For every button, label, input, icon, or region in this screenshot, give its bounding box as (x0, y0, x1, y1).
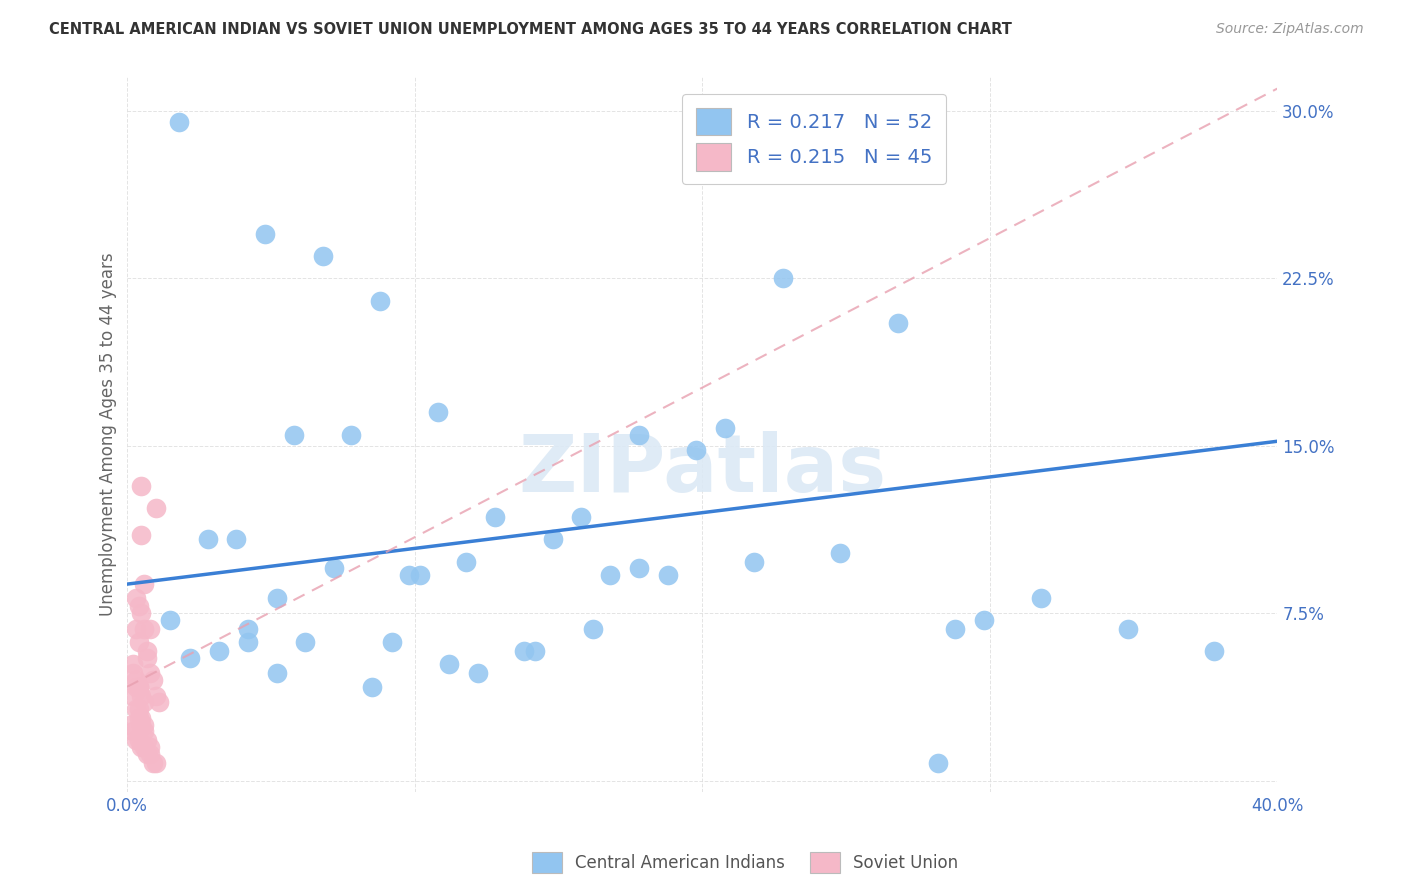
Point (236, 622, 259, 636)
Point (128, 702, 150, 716)
Point (125, 702, 148, 716)
Point (627, 561, 650, 575)
Point (131, 689, 153, 703)
Point (266, 666, 288, 681)
Point (148, 695, 170, 709)
Point (131, 717, 153, 731)
Point (830, 546, 852, 560)
Point (131, 606, 153, 620)
Point (134, 724, 156, 739)
Point (437, 657, 460, 672)
Point (208, 644, 231, 658)
Point (657, 568, 679, 582)
Point (685, 443, 707, 458)
Point (742, 555, 765, 569)
Point (398, 568, 420, 582)
Point (541, 533, 564, 547)
Point (125, 680, 148, 694)
Point (886, 316, 908, 330)
Point (484, 510, 506, 524)
Point (943, 622, 966, 636)
Point (131, 711, 153, 725)
Legend: R = 0.217   N = 52, R = 0.215   N = 45: R = 0.217 N = 52, R = 0.215 N = 45 (682, 95, 945, 185)
Text: CENTRAL AMERICAN INDIAN VS SOVIET UNION UNEMPLOYMENT AMONG AGES 35 TO 44 YEARS C: CENTRAL AMERICAN INDIAN VS SOVIET UNION … (49, 22, 1012, 37)
Point (323, 561, 346, 575)
Point (179, 650, 201, 665)
Point (128, 680, 150, 694)
Point (582, 622, 605, 636)
Point (524, 644, 547, 658)
Point (145, 501, 167, 516)
Point (294, 635, 316, 649)
Point (360, 680, 382, 694)
Point (121, 657, 143, 672)
Point (627, 427, 650, 442)
Point (467, 666, 489, 681)
Point (125, 591, 148, 605)
Point (131, 528, 153, 542)
Point (426, 405, 449, 419)
Point (121, 666, 143, 681)
Point (513, 644, 536, 658)
Point (118, 717, 141, 731)
Point (714, 421, 737, 435)
Point (266, 591, 288, 605)
Point (1116, 622, 1139, 636)
Point (197, 533, 219, 547)
Point (128, 733, 150, 747)
Point (236, 635, 259, 649)
Point (136, 650, 159, 665)
Point (973, 613, 995, 627)
Point (136, 747, 159, 761)
Point (225, 533, 247, 547)
Point (841, 166, 863, 180)
Point (128, 711, 150, 725)
Point (128, 680, 150, 694)
Point (134, 695, 156, 709)
Legend: Central American Indians, Soviet Union: Central American Indians, Soviet Union (526, 846, 965, 880)
Point (145, 756, 167, 770)
Point (131, 740, 153, 755)
Point (128, 635, 150, 649)
Point (142, 756, 165, 770)
Point (456, 555, 478, 569)
Y-axis label: Unemployment Among Ages 35 to 44 years: Unemployment Among Ages 35 to 44 years (100, 252, 117, 616)
Point (128, 599, 150, 614)
Point (134, 622, 156, 636)
Point (599, 568, 621, 582)
Point (142, 673, 165, 687)
Point (311, 249, 333, 263)
Point (1202, 644, 1225, 658)
Text: ZIPatlas: ZIPatlas (517, 432, 886, 509)
Point (121, 689, 143, 703)
Point (145, 689, 167, 703)
Point (125, 622, 148, 636)
Point (134, 717, 156, 731)
Point (381, 635, 404, 649)
Point (125, 733, 148, 747)
Point (139, 747, 162, 761)
Point (283, 427, 305, 442)
Point (1031, 591, 1053, 605)
Point (121, 724, 143, 739)
Point (139, 622, 162, 636)
Point (167, 115, 190, 129)
Point (139, 666, 162, 681)
Point (340, 427, 363, 442)
Point (159, 613, 181, 627)
Point (368, 293, 391, 308)
Point (134, 740, 156, 755)
Point (136, 644, 159, 658)
Point (254, 227, 277, 241)
Point (409, 568, 432, 582)
Point (772, 271, 794, 285)
Point (131, 479, 153, 493)
Point (134, 577, 156, 591)
Point (927, 756, 949, 770)
Text: Source: ZipAtlas.com: Source: ZipAtlas.com (1216, 22, 1364, 37)
Point (571, 510, 593, 524)
Point (125, 673, 148, 687)
Point (136, 733, 159, 747)
Point (139, 740, 162, 755)
